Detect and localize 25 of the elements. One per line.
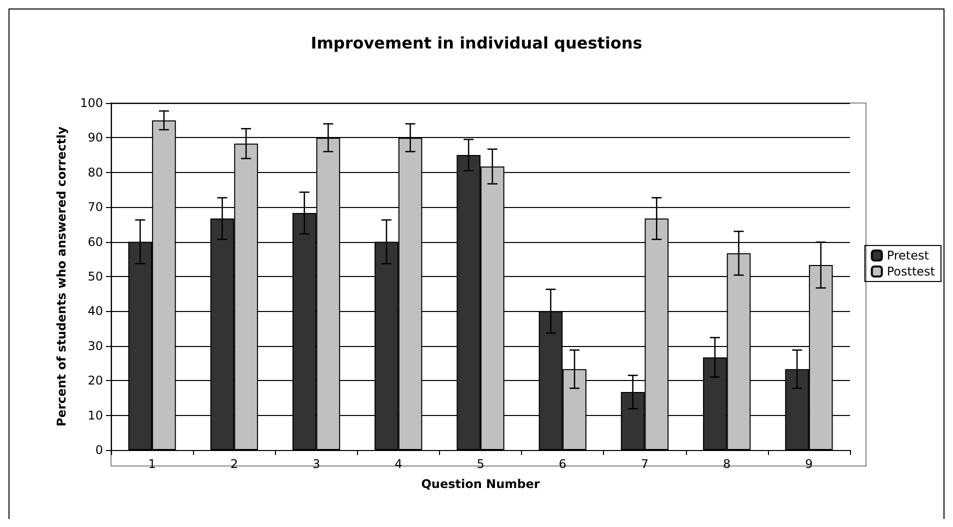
y-tick-label: 70 — [88, 200, 103, 214]
x-tick-label: 7 — [640, 457, 649, 471]
y-tick-label: 60 — [88, 234, 103, 249]
y-tick-label: 80 — [88, 165, 103, 180]
x-axis-title: Question Number — [421, 477, 540, 491]
x-tick-label: 8 — [723, 457, 731, 471]
legend-label: Pretest — [886, 248, 930, 262]
x-tick-label: 2 — [230, 457, 238, 471]
y-tick-label: 20 — [88, 374, 103, 388]
y-tick-label: 0 — [95, 443, 103, 457]
y-tick-label: 40 — [88, 304, 103, 318]
x-tick-label: 4 — [394, 457, 402, 471]
y-tick-label: 50 — [88, 270, 103, 284]
x-tick-label: 3 — [312, 457, 320, 471]
x-tick-label: 6 — [558, 457, 566, 471]
x-tick-label: 9 — [805, 457, 813, 471]
y-tick-label: 100 — [80, 96, 103, 110]
y-tick-label: 30 — [88, 338, 103, 353]
chart-title: Improvement in individual questions — [310, 34, 642, 52]
y-axis-title: Percent of students who answered correctly — [54, 126, 68, 426]
x-tick-label: 1 — [148, 457, 156, 471]
legend-label: Posttest — [886, 264, 936, 278]
y-tick-label: 90 — [88, 130, 103, 145]
x-tick-label: 5 — [476, 457, 484, 471]
y-tick-label: 10 — [88, 408, 103, 422]
